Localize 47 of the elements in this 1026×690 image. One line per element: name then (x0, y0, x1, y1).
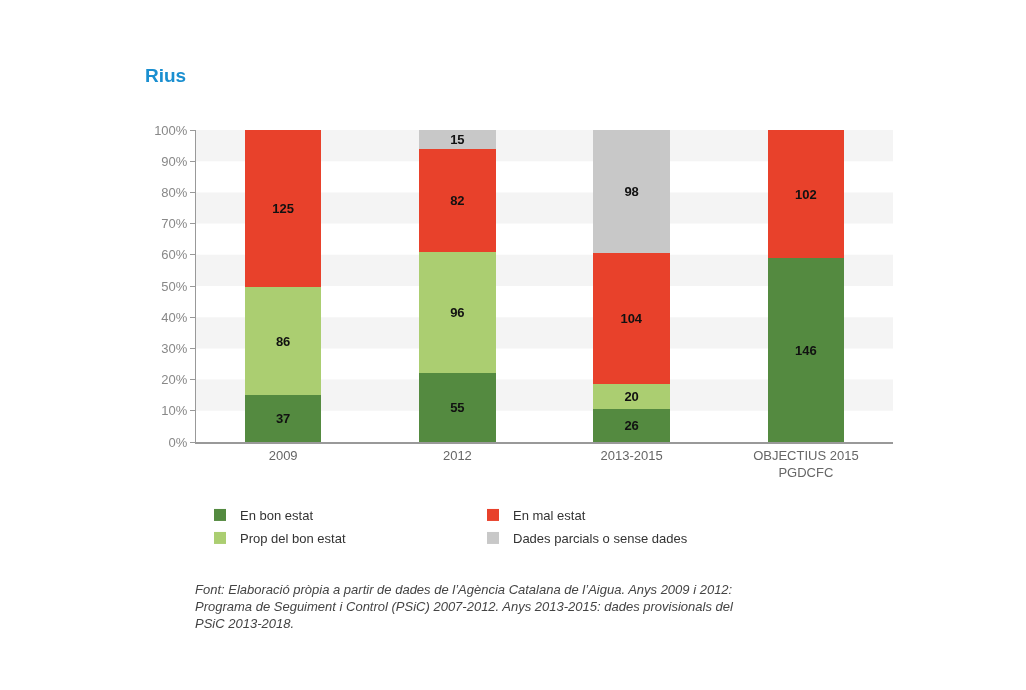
data-label: 15 (450, 131, 465, 147)
y-tick-label: 30% (161, 340, 188, 356)
bar (419, 372, 496, 442)
data-label: 146 (795, 342, 817, 358)
x-tick-label: 2012 (442, 447, 472, 463)
legend-label: En bon estat (240, 508, 314, 524)
y-tick-label: 0% (168, 434, 188, 450)
data-label: 82 (450, 192, 465, 208)
data-label: 20 (624, 389, 639, 405)
y-tick-label: 40% (161, 309, 188, 325)
y-tick-label: 70% (161, 216, 188, 232)
data-label: 26 (624, 418, 639, 434)
x-tick-label: 2013-2015 (600, 447, 663, 463)
legend-label: En mal estat (513, 508, 586, 524)
data-label: 104 (620, 311, 643, 327)
bar (244, 130, 322, 288)
bar (244, 287, 322, 396)
x-tick-label: OBJECTIUS 2015 PGDCFC (753, 447, 859, 480)
legend-label: Dades parcials o sense dades (513, 531, 688, 547)
y-tick-label: 10% (161, 403, 188, 419)
bar (767, 258, 845, 442)
data-label: 98 (624, 184, 639, 200)
text: Font: Elaboració pròpia a partir de dades de l’Agència Catalana de l’Aigua. Anys 2009 i 2012: Programa de Seguiment i Control (PSiC) 2007-2012. Anys 2013-2015: dades provisionals del PSiC 2013-2018. (195, 582, 734, 631)
data-label: 125 (272, 201, 294, 217)
chart-title: Rius (145, 64, 187, 86)
bar (593, 409, 670, 442)
data-label: 96 (450, 304, 465, 320)
x-tick-label: 2009 (268, 447, 298, 463)
bar (593, 130, 670, 254)
data-label: 55 (450, 399, 465, 415)
legend-label: Prop del bon estat (240, 531, 346, 547)
bar (419, 252, 496, 373)
bar (244, 395, 322, 442)
y-tick-label: 60% (161, 247, 188, 263)
y-tick-label: 100% (154, 122, 188, 138)
bar (419, 148, 496, 253)
bar (419, 130, 496, 149)
data-label: 86 (275, 333, 291, 349)
y-tick-label: 80% (161, 184, 188, 200)
bar (593, 253, 670, 385)
y-tick-label: 20% (161, 372, 188, 388)
data-label: 37 (275, 411, 291, 427)
data-label: 102 (795, 186, 817, 202)
bar (767, 130, 845, 259)
y-tick-label: 50% (161, 278, 188, 294)
y-tick-label: 90% (161, 153, 188, 169)
bar (593, 384, 670, 410)
